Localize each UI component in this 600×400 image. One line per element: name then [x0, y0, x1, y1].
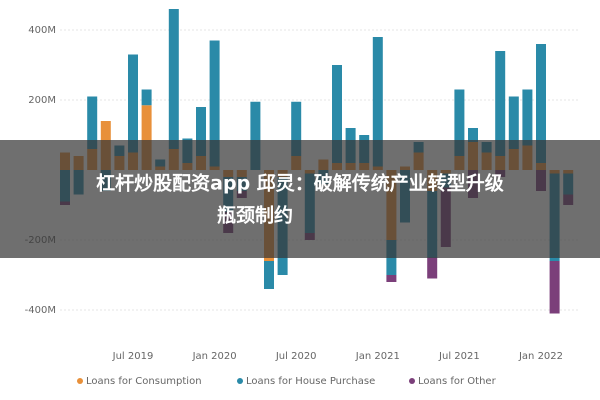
- bar-segment: [128, 54, 138, 153]
- bar-segment: [454, 89, 465, 156]
- bar-segment: [522, 89, 533, 146]
- legend-marker: [77, 378, 83, 384]
- legend-label: Loans for Other: [418, 376, 497, 387]
- bar-segment: [536, 44, 546, 163]
- bar-segment: [264, 261, 274, 289]
- bar-segment: [508, 96, 519, 149]
- bar-segment: [196, 107, 206, 156]
- legend-label: Loans for House Purchase: [246, 376, 375, 387]
- x-tick-label: Jan 2020: [192, 351, 237, 362]
- x-tick-label: Jul 2020: [275, 351, 317, 362]
- overlay-text: 杠杆炒股配资app 邱灵：破解传统产业转型升级: [96, 172, 504, 195]
- overlay-banner: [0, 140, 600, 258]
- y-tick-label: 200M: [28, 95, 56, 106]
- bar-segment: [386, 275, 397, 282]
- bar-segment: [372, 37, 383, 167]
- bar-segment: [209, 40, 220, 167]
- overlay-text: 瓶颈制约: [217, 204, 293, 227]
- bar-segment: [87, 96, 98, 149]
- bar-segment: [250, 101, 261, 170]
- bar-segment: [141, 105, 152, 170]
- x-tick-label: Jan 2021: [355, 351, 400, 362]
- legend-label: Loans for Consumption: [86, 376, 202, 387]
- bar-segment: [495, 51, 506, 156]
- legend-marker: [237, 378, 243, 384]
- bar-segment: [427, 257, 438, 279]
- x-tick-label: Jul 2021: [438, 351, 480, 362]
- bar-segment: [291, 101, 302, 156]
- y-tick-label: -400M: [25, 305, 56, 316]
- x-tick-label: Jan 2022: [518, 351, 563, 362]
- bar-segment: [549, 261, 560, 314]
- x-tick-label: Jul 2019: [112, 351, 154, 362]
- bar-segment: [141, 89, 152, 106]
- y-tick-label: 400M: [28, 25, 56, 36]
- bar-segment: [168, 9, 179, 149]
- bar-segment: [332, 65, 342, 163]
- bar-segment: [468, 128, 478, 142]
- legend-marker: [409, 378, 415, 384]
